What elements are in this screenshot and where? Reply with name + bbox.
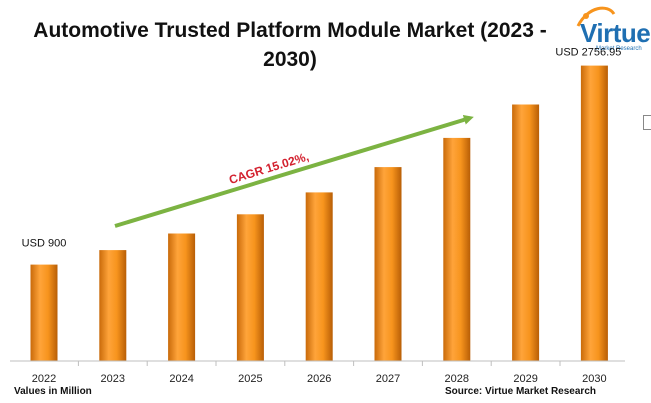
x-tick-label: 2027 [376,373,400,385]
side-scroll-box[interactable] [643,115,651,130]
logo-tagline: Market Research [596,46,642,52]
virtue-logo: Virtue Market Research [574,4,651,56]
cagr-trend-arrow [114,114,474,228]
bar-2022 [30,264,58,361]
cagr-annotation: CAGR 15.02%, [227,149,310,187]
x-tick-label: 2030 [582,373,606,385]
x-tick-label: 2023 [101,373,125,385]
bar-2027 [374,167,402,361]
values-note: Values in Million [14,386,92,397]
bar-2023 [99,250,127,361]
bar-2029 [512,104,540,361]
logo-swoosh-icon [576,6,616,27]
x-tick-label: 2029 [513,373,537,385]
data-label: USD 2756.95 [555,47,621,59]
bar-2030 [580,65,608,361]
x-tick-label: 2026 [307,373,331,385]
bar-2024 [168,233,196,361]
bar-2025 [236,214,264,361]
x-tick-label: 2024 [169,373,193,385]
x-tick-label: 2022 [32,373,56,385]
bar-2026 [305,192,333,361]
chart-title: Automotive Trusted Platform Module Marke… [33,19,547,71]
x-tick-label: 2028 [445,373,469,385]
data-label: USD 900 [22,238,67,250]
logo-wordmark: Virtue [580,18,651,48]
bar-2028 [443,137,471,361]
x-tick-label: 2025 [238,373,262,385]
source-note: Source: Virtue Market Research [445,386,596,397]
